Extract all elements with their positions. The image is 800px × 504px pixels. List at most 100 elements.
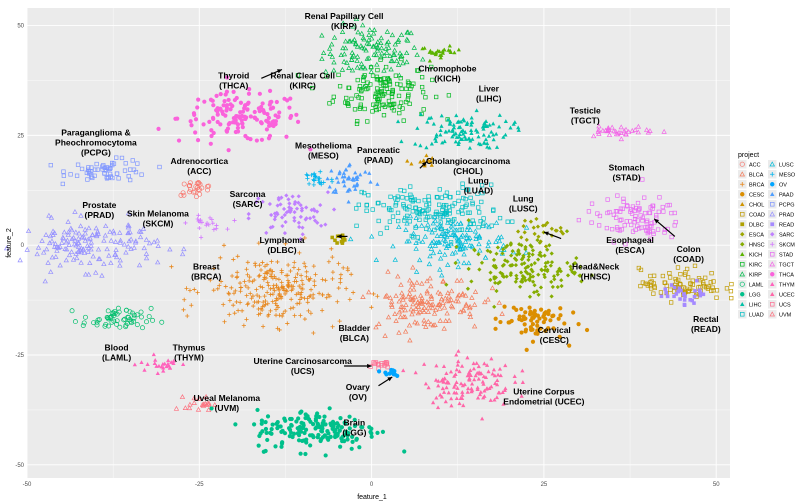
point-luad [459,208,464,213]
point-kirc [390,87,395,93]
point-kirc [354,121,360,127]
point-ucec [433,377,439,382]
legend-label: PCPG [779,203,795,209]
cluster-label-line: Head&Neck [572,261,620,271]
point-brca [256,274,261,279]
point-read [678,297,682,301]
point-ucec [501,401,506,406]
point-hnsc [495,245,500,250]
legend-key-bg [768,260,777,269]
point-read [693,289,697,293]
point-luad [388,194,393,199]
point-prad [63,239,70,245]
point-ucec [455,386,460,390]
point-prad [95,246,102,252]
point-thca [240,121,245,126]
point-ucec [468,373,473,377]
point-lgg [308,443,313,448]
legend-key-uvm [769,311,776,317]
point-ucec [452,390,457,395]
point-thym [161,368,166,373]
point-prad [57,243,63,249]
point-lgg [316,432,321,438]
point-hnsc [574,255,579,261]
point-hnsc [494,288,499,294]
point-prad [60,235,67,241]
point-blca [385,314,392,320]
point-ucec [466,386,471,391]
point-luad [463,204,468,209]
point-thca [188,119,193,124]
point-laml [72,319,78,325]
point-ucec [457,369,462,374]
point-hnsc [538,285,544,290]
point-luad [434,194,440,200]
point-read [677,286,682,291]
point-prad [49,238,55,244]
point-stad [637,207,642,212]
legend-label: LUAD [749,313,764,319]
cluster-label-line: (ACC) [187,166,211,176]
point-prad [128,236,134,242]
point-acc [192,189,198,195]
point-brca [241,323,246,328]
x-tick-label: -50 [23,482,32,488]
y-tick-label: 25 [17,133,24,139]
point-prad [86,225,92,231]
point-lusc [472,228,479,234]
point-sarc [298,236,303,242]
point-prad [140,226,147,231]
point-paad [354,183,359,188]
point-prad [46,212,52,218]
cluster-label-line: (UVM) [215,403,240,413]
point-kirc [379,89,384,94]
point-prad [108,237,114,243]
point-kirp [397,53,404,59]
point-luad [463,196,468,202]
point-luad [460,205,465,210]
point-pcpg [85,177,90,182]
point-brca [280,314,285,319]
point-kirp [370,30,377,36]
point-esca [532,231,537,236]
point-stad [651,231,656,236]
point-thca [245,107,250,112]
legend-key-prad [769,211,776,217]
legend-label: PRAD [779,213,794,219]
point-brca [246,285,251,290]
point-tgct [645,129,652,135]
point-lihc [483,137,489,142]
point-paad [336,179,341,184]
point-luad [415,235,420,240]
point-pcpg [102,171,107,176]
point-luad [402,218,407,223]
point-ucec [456,348,461,353]
point-acc [181,192,187,198]
point-hnsc [504,274,509,279]
point-prad [113,254,120,260]
point-hnsc [552,277,557,282]
point-ucec [452,384,457,389]
cluster-label: Brain (LGG) [342,417,366,437]
point-thca [242,106,247,111]
point-acc [197,187,202,193]
point-brca [275,259,280,265]
point-stad [635,218,640,223]
legend-label: KICH [749,253,762,259]
point-kirp [381,67,387,73]
point-kirc [420,90,426,95]
point-brca [242,279,247,284]
point-lusc [493,220,500,225]
point-meso [305,173,310,178]
point-lusc [477,247,483,253]
point-stad [624,203,630,208]
point-sarc [311,214,316,220]
point-lgg [301,421,306,426]
cluster-esca [516,216,566,249]
point-ov [387,371,392,376]
point-lihc [467,136,472,141]
point-kirc [386,98,392,104]
point-lihc [463,130,468,134]
point-pcpg [128,177,133,183]
point-paad [337,171,342,176]
